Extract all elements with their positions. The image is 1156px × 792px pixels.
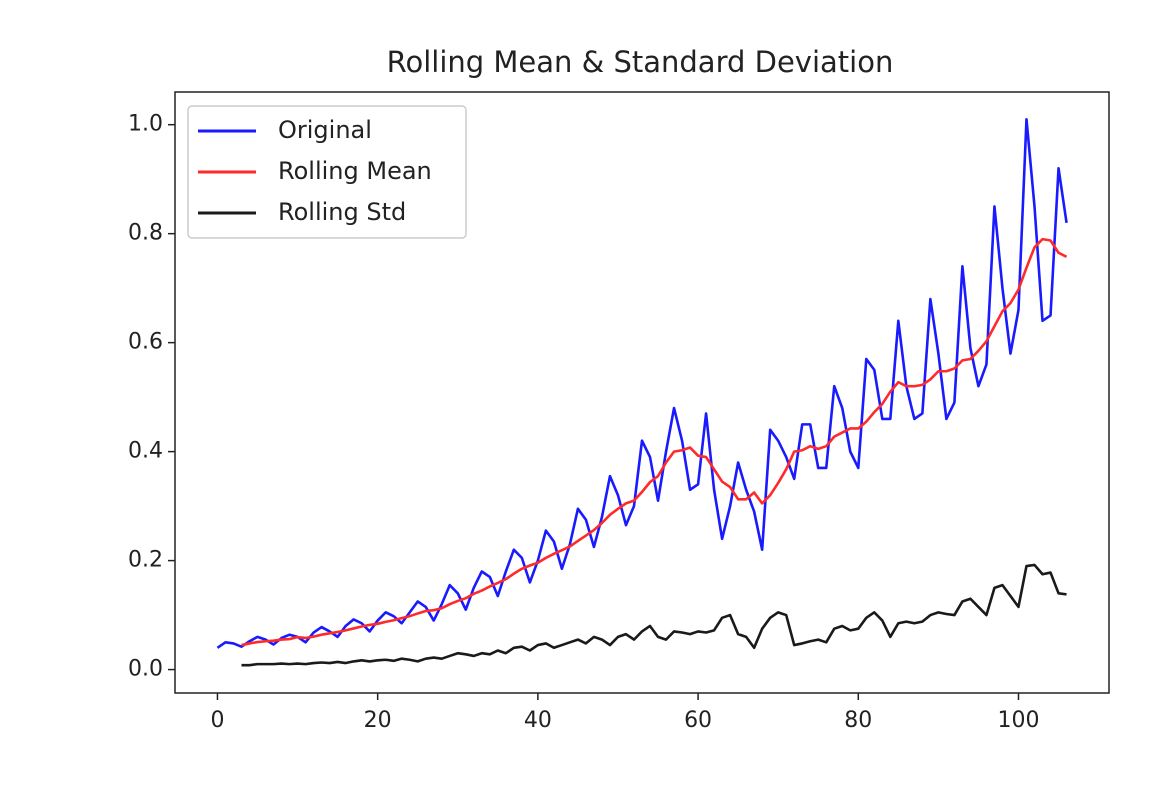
- line: [241, 563, 1067, 667]
- axes-frame: [174, 91, 1110, 694]
- y-tick-label: 0.0: [128, 657, 163, 682]
- chart-title: Rolling Mean & Standard Deviation: [387, 45, 894, 79]
- line: [216, 117, 1068, 649]
- y-tick-label: 0.6: [128, 330, 163, 355]
- x-tick-label: 60: [684, 708, 712, 733]
- y-tick-label: 0.2: [128, 548, 163, 573]
- x-tick-label: 0: [210, 708, 224, 733]
- x-tick-label: 20: [364, 708, 392, 733]
- legend-label: Rolling Std: [278, 198, 406, 226]
- y-tick-label: 0.8: [128, 221, 163, 246]
- legend-label: Original: [278, 116, 372, 144]
- x-tick-label: 80: [844, 708, 872, 733]
- line: [241, 237, 1068, 647]
- y-tick-label: 1.0: [128, 112, 163, 137]
- x-tick-label: 40: [524, 708, 552, 733]
- legend-box: [187, 105, 467, 239]
- y-tick-label: 0.4: [128, 439, 163, 464]
- legend-label: Rolling Mean: [278, 157, 432, 185]
- x-tick-label: 100: [997, 708, 1039, 733]
